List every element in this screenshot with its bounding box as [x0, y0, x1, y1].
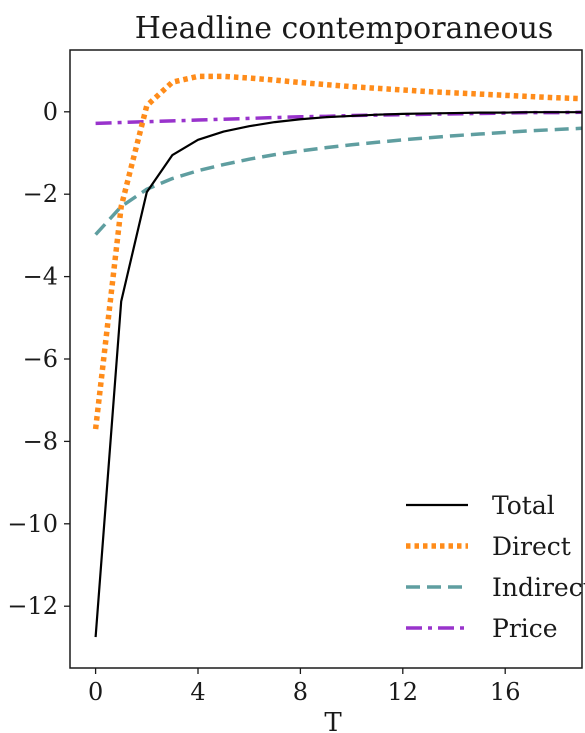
legend-label-price: Price: [492, 614, 558, 643]
chart-title: Headline contemporaneous: [135, 11, 554, 46]
legend-label-total: Total: [492, 491, 555, 520]
series-line-direct: [92, 73, 583, 430]
x-tick-label: 0: [88, 678, 103, 706]
series-line-price: [95, 110, 583, 126]
y-tick-label: −2: [23, 180, 58, 208]
y-tick-label: −12: [7, 592, 58, 620]
y-tick-label: −4: [23, 263, 58, 291]
x-tick-label: 12: [388, 678, 419, 706]
x-tick-label: 4: [190, 678, 205, 706]
x-tick-label: 8: [293, 678, 308, 706]
x-axis-label: T: [324, 708, 342, 733]
y-tick-label: −6: [23, 345, 58, 373]
y-tick-label: −8: [23, 427, 58, 455]
legend: Total Direct Indirect Price: [406, 491, 585, 643]
series-line-total: [94, 111, 582, 638]
ticks-layer: 0 4 8 12 16 0 −2 −4 −6 −8 −10 −12: [7, 98, 520, 706]
legend-label-indirect: Indirect: [492, 573, 585, 602]
legend-label-direct: Direct: [492, 532, 571, 561]
series-layer: [92, 73, 583, 638]
y-tick-label: 0: [43, 98, 58, 126]
series-line-indirect: [94, 126, 583, 236]
x-tick-label: 16: [490, 678, 521, 706]
y-tick-label: −10: [7, 510, 58, 538]
